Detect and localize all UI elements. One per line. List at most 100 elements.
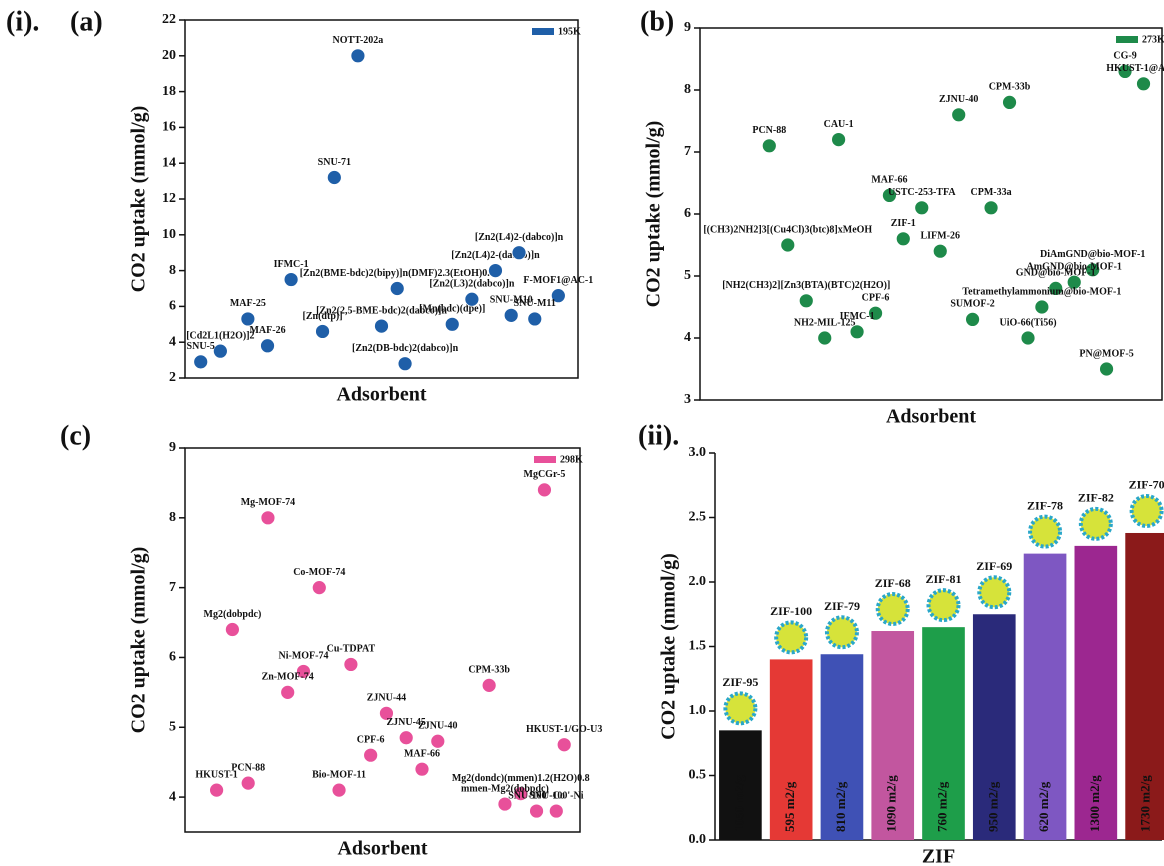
point-label: ZJNU-40: [939, 94, 978, 105]
category-label: ZIF-100: [770, 604, 812, 618]
y-tick-label: 1.5: [689, 639, 707, 654]
point-label: ZJNU-44: [367, 693, 406, 704]
data-point: [315, 324, 330, 339]
data-point: [379, 705, 394, 721]
bar-text: 1090 m2/g: [884, 775, 899, 832]
x-axis-title: Adsorbent: [886, 406, 976, 428]
point-label: [Zn(dtp)]: [303, 311, 343, 322]
bar: [769, 659, 813, 840]
data-point: [212, 343, 228, 359]
y-tick-label: 1.0: [689, 703, 707, 718]
y-tick-label: 20: [162, 48, 176, 63]
data-point: [398, 730, 414, 746]
bar: [1074, 545, 1118, 840]
data-point: [761, 138, 777, 154]
point-label: DiAmGND@bio-MOF-1: [1040, 249, 1145, 260]
point-label: AmGND@bio-MOF-1: [1027, 261, 1122, 272]
bar: [1125, 532, 1164, 840]
y-tick-label: 0.5: [689, 768, 707, 783]
data-point: [363, 747, 379, 763]
point-label: ZJNU-45: [386, 717, 425, 728]
y-tick-label: 2: [169, 370, 176, 385]
data-point: [193, 354, 209, 370]
legend-swatch: [1116, 36, 1138, 43]
data-point: [209, 782, 225, 798]
y-tick-label: 4: [169, 334, 176, 349]
y-tick-label: 6: [684, 206, 691, 221]
data-point: [497, 796, 513, 812]
point-label: HKUST-1: [195, 769, 237, 780]
y-tick-label: 8: [169, 263, 176, 278]
bar-text: 810 m2/g: [833, 781, 848, 832]
point-label: [Zn2(L3)2(dabco)]n: [429, 279, 514, 290]
point-label: Co-MOF-74: [293, 567, 345, 578]
data-point: [1034, 299, 1050, 315]
point-label: Tetramethylammonium@bio-MOF-1: [962, 286, 1121, 297]
y-tick-label: 6: [169, 299, 176, 314]
data-point: [343, 657, 359, 672]
y-tick-label: 8: [169, 510, 176, 525]
bar: [972, 614, 1016, 840]
point-label: USTC-253-TFA: [888, 187, 956, 198]
point-label: Zn-MOF-74: [262, 672, 314, 683]
y-axis-title: CO2 uptake (mmol/g): [128, 547, 150, 734]
data-point: [1020, 330, 1036, 346]
bar: [820, 654, 864, 840]
point-label: Bio-MOF-11: [312, 769, 366, 780]
data-point: [780, 237, 796, 253]
point-label: SNU-M10: [490, 295, 533, 306]
y-tick-label: 9: [684, 20, 691, 35]
data-point: [503, 307, 519, 323]
point-label: IFMC-1: [274, 259, 309, 270]
legend-label: 273K: [1142, 34, 1164, 45]
point-label: PCN-88: [231, 762, 265, 773]
bar: [922, 627, 965, 840]
data-point: [951, 107, 967, 123]
y-tick-label: 8: [684, 82, 691, 97]
y-tick-label: 18: [162, 84, 176, 99]
point-label: HKUST-1@AC-2: [1106, 63, 1164, 74]
y-tick-label: 7: [684, 144, 691, 159]
y-tick-label: 16: [162, 120, 176, 135]
data-point: [817, 330, 833, 346]
y-tick-label: 22: [162, 12, 176, 27]
panel-label: (c): [60, 420, 91, 451]
y-tick-label: 2.5: [689, 510, 707, 525]
data-point: [550, 288, 566, 304]
bar: [871, 631, 915, 840]
point-label: SUMOF-2: [950, 299, 994, 310]
point-label: PN@MOF-5: [1079, 348, 1133, 359]
point-label: Cu-TDPAT: [327, 644, 376, 655]
panel-label: (a): [70, 6, 103, 37]
point-label: CPF-6: [357, 734, 385, 745]
point-label: CPM-33b: [989, 82, 1031, 93]
data-point: [1002, 95, 1017, 110]
y-tick-label: 5: [684, 268, 691, 283]
point-label: MAF-25: [230, 298, 266, 309]
point-label: HKUST-1/GO-U3: [526, 724, 602, 735]
zif-icon: [1028, 514, 1063, 549]
data-point: [849, 324, 865, 340]
bar-text: 1300 m2/g: [1087, 775, 1102, 832]
point-label: CAU-1: [824, 119, 854, 130]
y-axis-title: CO2 uptake (mmol/g): [658, 553, 680, 740]
legend-label: 195K: [558, 26, 581, 37]
y-tick-label: 9: [169, 440, 176, 455]
point-label: IFMC-1: [840, 311, 875, 322]
bar-text: 595 m2/g: [782, 781, 797, 832]
point-label: MAF-66: [871, 175, 907, 186]
point-label: Mg-MOF-74: [241, 497, 295, 508]
data-point: [389, 281, 405, 296]
data-point: [527, 311, 543, 327]
y-tick-label: 2.0: [689, 574, 707, 589]
point-label: GND@bio-MOF-1: [1016, 268, 1096, 279]
data-point: [511, 245, 527, 261]
data-point: [296, 664, 311, 679]
y-tick-label: 0.0: [689, 832, 707, 847]
data-point: [1136, 76, 1151, 92]
x-axis-title: Adsorbent: [337, 838, 427, 860]
data-point: [481, 677, 497, 693]
data-point: [331, 782, 347, 798]
zif-icon: [774, 620, 809, 655]
